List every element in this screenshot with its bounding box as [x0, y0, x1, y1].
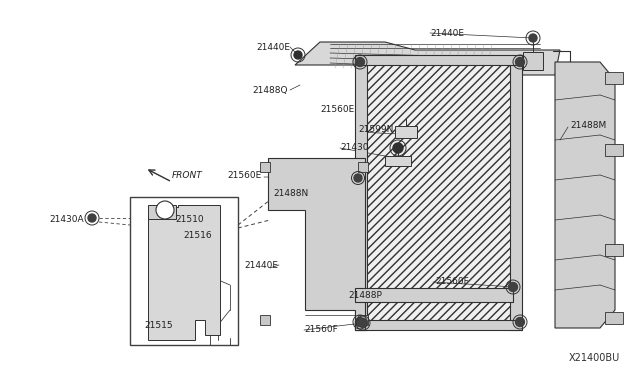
Bar — [358, 162, 368, 172]
Circle shape — [355, 58, 365, 67]
Bar — [367, 65, 510, 325]
Polygon shape — [555, 62, 615, 328]
Text: FRONT: FRONT — [172, 171, 203, 180]
Bar — [605, 244, 623, 256]
Text: 21560F: 21560F — [304, 326, 338, 334]
Circle shape — [88, 214, 96, 222]
Polygon shape — [295, 42, 560, 75]
Text: 21560E: 21560E — [321, 106, 355, 115]
Text: 21488Q: 21488Q — [253, 86, 288, 94]
Text: 21430A: 21430A — [49, 215, 84, 224]
Text: 21440E: 21440E — [256, 42, 290, 51]
Text: 21488N: 21488N — [273, 189, 308, 198]
Circle shape — [354, 174, 362, 182]
Bar — [355, 55, 522, 65]
Bar — [385, 156, 411, 166]
Text: 21440E: 21440E — [244, 260, 278, 269]
Bar — [148, 205, 176, 219]
Circle shape — [515, 58, 525, 67]
Bar — [605, 72, 623, 84]
Text: X21400BU: X21400BU — [569, 353, 620, 363]
Text: 21510: 21510 — [175, 215, 204, 224]
Bar — [260, 315, 270, 325]
Text: 21516: 21516 — [183, 231, 212, 241]
Bar — [605, 312, 623, 324]
Circle shape — [162, 207, 168, 213]
Circle shape — [529, 34, 537, 42]
Text: 21430: 21430 — [340, 144, 369, 153]
Circle shape — [355, 317, 365, 327]
Circle shape — [509, 282, 518, 292]
Bar — [605, 144, 623, 156]
Bar — [130, 197, 238, 345]
Circle shape — [393, 143, 403, 153]
Bar — [395, 126, 417, 138]
Text: 21515: 21515 — [144, 321, 173, 330]
Circle shape — [294, 51, 302, 59]
Bar — [523, 52, 543, 70]
Polygon shape — [148, 205, 220, 340]
Text: 21560F: 21560F — [435, 278, 468, 286]
Text: 21488P: 21488P — [348, 291, 382, 299]
Text: 21599N: 21599N — [358, 125, 394, 135]
Circle shape — [515, 317, 525, 327]
Polygon shape — [268, 158, 365, 330]
Text: 21560E: 21560E — [228, 170, 262, 180]
Bar — [260, 162, 270, 172]
Bar — [510, 60, 522, 330]
Bar — [355, 60, 367, 330]
Bar — [355, 320, 522, 330]
Text: 21440E: 21440E — [430, 29, 464, 38]
Circle shape — [156, 201, 174, 219]
Bar — [358, 315, 368, 325]
Bar — [355, 288, 513, 302]
Circle shape — [358, 318, 367, 327]
Text: 21488M: 21488M — [570, 121, 606, 129]
